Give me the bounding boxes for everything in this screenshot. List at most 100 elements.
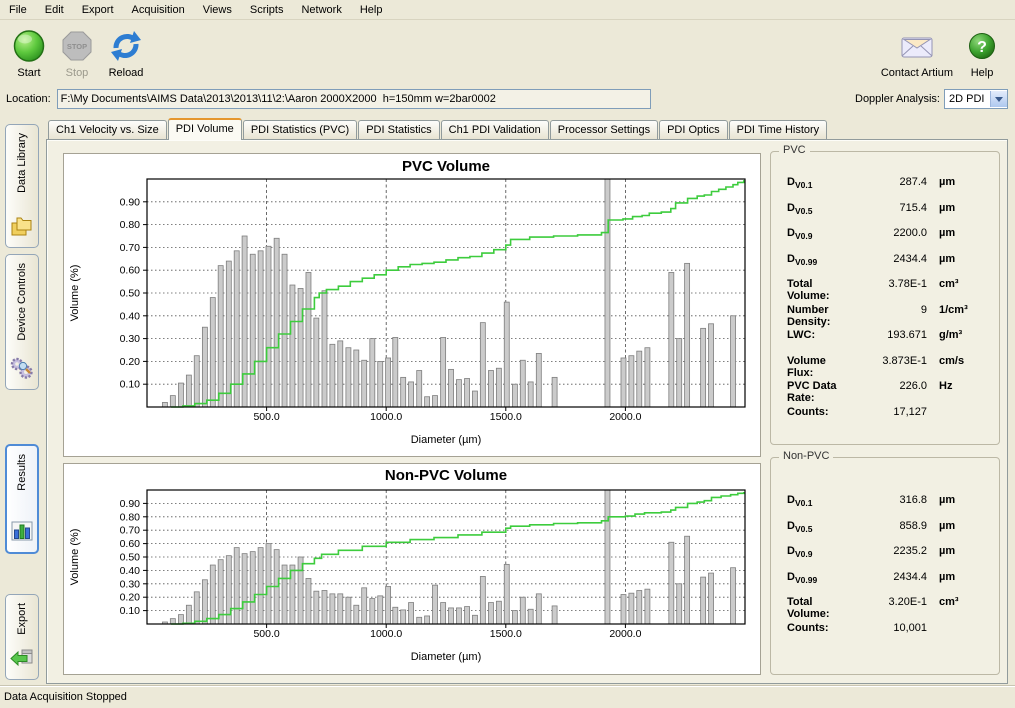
sidebar-item-label: Data Library (16, 133, 28, 193)
help-button[interactable]: ? Help (963, 26, 1001, 80)
stat-unit: µm (939, 227, 956, 239)
svg-text:1500.0: 1500.0 (490, 411, 522, 423)
sidebar-item-results[interactable]: Results (5, 444, 39, 554)
menu-item-views[interactable]: Views (202, 3, 232, 16)
stat-row: DV0.5 858.9 µm (771, 520, 999, 546)
folder-icon (9, 214, 35, 241)
stop-icon: STOP (60, 27, 94, 65)
tab-page-pdi-volume: 0.10 0.20 0.30 0.40 0.50 0.60 0.70 0.80 0.90 500.… (46, 139, 1008, 684)
stat-unit: µm (939, 201, 956, 214)
svg-text:Non-PVC Volume: Non-PVC Volume (385, 467, 507, 484)
sidebar: Data Library Device Controls Results Export (0, 112, 46, 686)
start-button[interactable]: Start (8, 26, 50, 80)
svg-text:0.60: 0.60 (120, 265, 141, 277)
menu-item-help[interactable]: Help (359, 3, 383, 16)
tab-processor-settings[interactable]: Processor Settings (549, 120, 659, 139)
sidebar-item-export[interactable]: Export (5, 594, 39, 680)
stat-value: 316.8 (899, 494, 927, 506)
tab-pdi-time-history[interactable]: PDI Time History (728, 120, 828, 139)
tab-ch1-velocity-vs-size[interactable]: Ch1 Velocity vs. Size (48, 120, 167, 139)
stat-value: 9 (920, 303, 927, 316)
menu-item-export[interactable]: Export (81, 3, 114, 16)
svg-text:0.40: 0.40 (120, 310, 141, 322)
svg-text:0.50: 0.50 (120, 288, 141, 300)
stat-unit: µm (939, 519, 956, 532)
tab-pdi-statistics[interactable]: PDI Statistics (358, 120, 440, 139)
stat-unit: cm/s (939, 354, 965, 367)
location-input[interactable] (56, 89, 651, 109)
tab-strip: Ch1 Velocity vs. Size PDI Volume PDI Stati… (46, 117, 1008, 140)
non-pvc-stats-groupbox: Non-PVC DV0.1 316.8 µm DV0.5 858.9 µm DV0.9 223… (770, 450, 1000, 675)
envelope-icon (899, 27, 935, 65)
svg-text:0.60: 0.60 (120, 538, 141, 550)
svg-text:500.0: 500.0 (253, 411, 279, 423)
doppler-analysis-group: Doppler Analysis: 2D PDI (855, 89, 1015, 109)
reload-button[interactable]: Reload (104, 26, 148, 80)
svg-text:0.10: 0.10 (120, 605, 141, 617)
stat-row: DV0.1 316.8 µm (771, 494, 999, 520)
pvc-volume-chart-panel: 0.10 0.20 0.30 0.40 0.50 0.60 0.70 0.80 0.90 500.… (63, 153, 761, 457)
svg-text:0.70: 0.70 (120, 242, 141, 254)
menu-item-scripts[interactable]: Scripts (249, 3, 284, 16)
stat-label: DV0.5 (787, 519, 813, 534)
stat-unit: g/m³ (939, 329, 963, 341)
pvc-volume-chart: 0.10 0.20 0.30 0.40 0.50 0.60 0.70 0.80 0.90 500.… (69, 158, 746, 446)
start-label: Start (17, 67, 41, 79)
menu-item-file[interactable]: File (9, 3, 27, 16)
toolbar-right-group: Contact Artium ? Help (869, 20, 1015, 86)
tab-pdi-volume[interactable]: PDI Volume (167, 118, 242, 140)
tab-ch1-pdi-validation[interactable]: Ch1 PDI Validation (440, 120, 549, 139)
combo-dropdown-button[interactable] (990, 91, 1007, 107)
stat-label: Counts: (787, 621, 829, 634)
main-area: Data Library Device Controls Results Export… (0, 112, 1015, 686)
stat-value: 858.9 (899, 519, 927, 532)
stat-unit: 1/cm³ (939, 303, 968, 316)
toolbar-left-group: Start STOP Stop (0, 20, 162, 86)
contact-artium-button[interactable]: Contact Artium (877, 26, 957, 80)
tab-pdi-statistics-pvc-[interactable]: PDI Statistics (PVC) (242, 120, 358, 139)
stat-row: DV0.99 2434.4 µm (771, 571, 999, 597)
sidebar-item-label: Export (16, 603, 28, 635)
reload-icon (108, 27, 144, 65)
doppler-analysis-value: 2D PDI (949, 93, 985, 105)
svg-text:Diameter (µm): Diameter (µm) (411, 651, 482, 663)
stat-label: LWC: (787, 329, 816, 341)
pvc-stats-title: PVC (779, 144, 810, 156)
sidebar-item-data-library[interactable]: Data Library (5, 124, 39, 248)
stat-value: 193.671 (887, 329, 927, 341)
svg-text:2000.0: 2000.0 (609, 628, 641, 640)
svg-text:Volume (%): Volume (%) (69, 265, 81, 322)
svg-text:500.0: 500.0 (253, 628, 279, 640)
stat-label: Total Volume: (787, 278, 830, 302)
help-label: Help (970, 67, 994, 79)
stat-row: LWC: 193.671 g/m³ (771, 329, 999, 355)
location-row: Location: Doppler Analysis: 2D PDI (0, 86, 1015, 112)
chevron-down-icon (995, 96, 1003, 102)
stat-label: DV0.5 (787, 201, 813, 216)
stat-row: DV0.9 2235.2 µm (771, 545, 999, 571)
sidebar-item-device-controls[interactable]: Device Controls (5, 254, 39, 390)
menu-item-network[interactable]: Network (301, 3, 342, 16)
stop-button[interactable]: STOP Stop (56, 26, 98, 80)
stat-value: 287.4 (899, 176, 927, 188)
svg-text:0.90: 0.90 (120, 196, 141, 208)
tab-pdi-optics[interactable]: PDI Optics (659, 120, 728, 139)
status-text: Data Acquisition Stopped (4, 691, 127, 703)
stat-row: DV0.99 2434.4 µm (771, 253, 999, 279)
svg-text:?: ? (977, 39, 987, 56)
stat-label: DV0.1 (787, 176, 813, 191)
stat-value: 2200.0 (893, 227, 927, 239)
doppler-analysis-label: Doppler Analysis: (855, 93, 940, 105)
menu-item-acquisition[interactable]: Acquisition (131, 3, 185, 16)
contact-artium-label: Contact Artium (880, 67, 953, 79)
export-arrow-icon (9, 646, 35, 673)
reload-label: Reload (108, 67, 144, 79)
status-bar: Data Acquisition Stopped (0, 685, 1015, 708)
stat-label: Number Density: (787, 303, 831, 328)
non-pvc-stats-rows: DV0.1 316.8 µm DV0.5 858.9 µm DV0.9 2235.2 µm DV0… (771, 494, 999, 647)
svg-text:0.70: 0.70 (120, 525, 141, 537)
svg-text:Volume (%): Volume (%) (69, 529, 81, 586)
menu-item-edit[interactable]: Edit (44, 3, 64, 16)
doppler-analysis-select[interactable]: 2D PDI (944, 89, 1008, 109)
